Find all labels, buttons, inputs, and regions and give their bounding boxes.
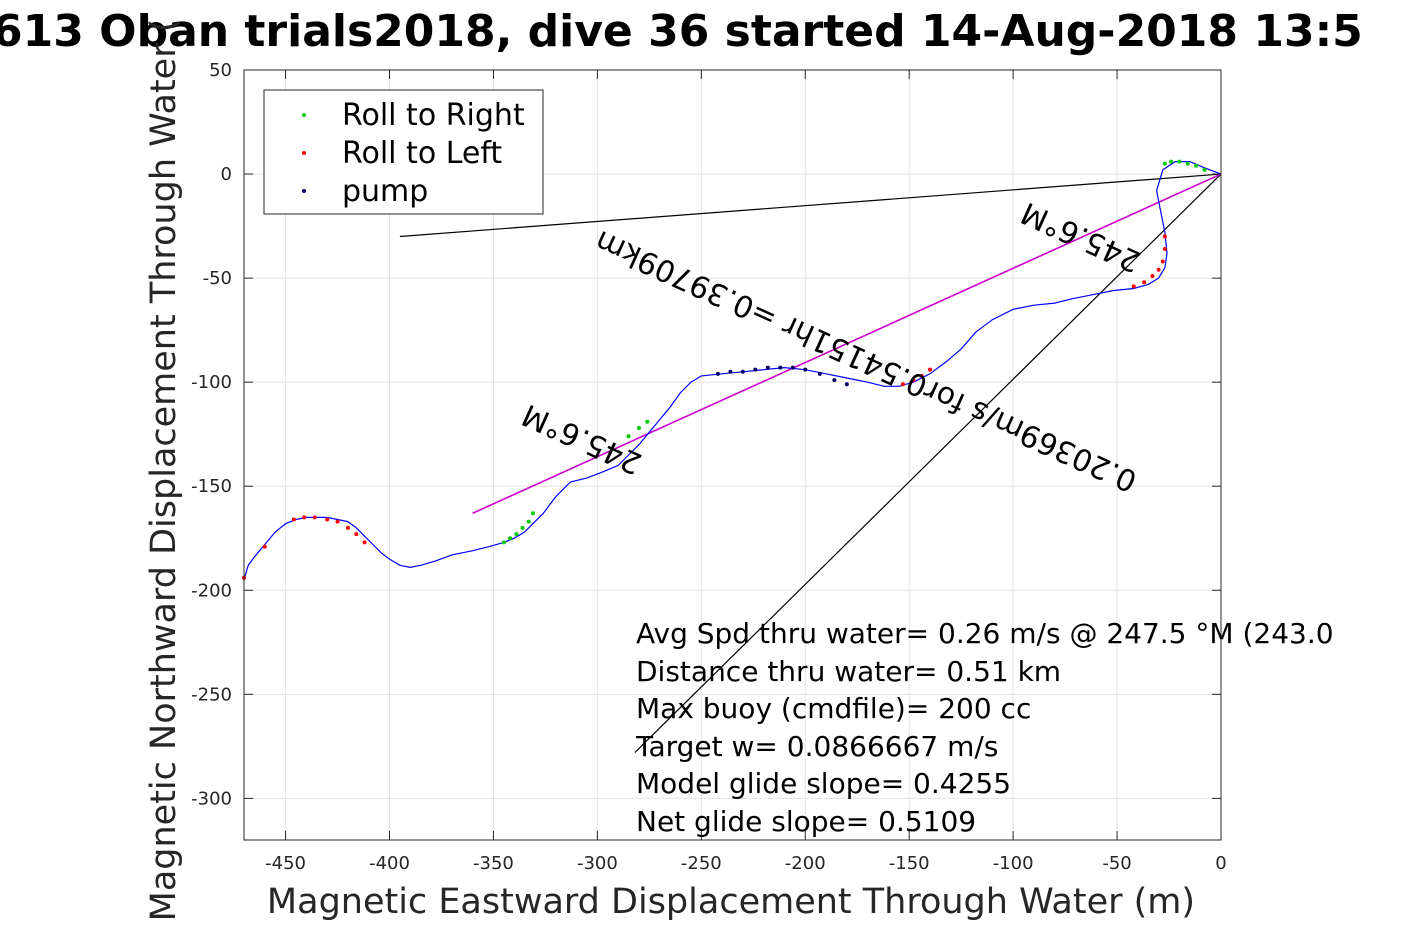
roll-left-point <box>1162 234 1167 239</box>
y-tick-label: -100 <box>191 372 232 393</box>
roll-left-point <box>335 519 340 524</box>
roll-right-point <box>1162 161 1167 166</box>
roll-right-point <box>514 532 519 537</box>
ticks: -450 -400 -350 -300 -250 -200 -150 -100 -50 0 50 0 -… <box>191 60 1227 874</box>
roll-right-point <box>645 419 650 424</box>
roll-left-point <box>354 532 359 537</box>
roll-left-point <box>927 367 932 372</box>
pump-point <box>728 369 733 374</box>
y-tick-label: -50 <box>203 268 232 289</box>
legend-label-roll-right: Roll to Right <box>342 98 525 133</box>
x-tick-label: -200 <box>785 853 826 874</box>
legend-box <box>263 89 544 215</box>
pump-point <box>765 365 770 370</box>
x-tick-label: -300 <box>577 853 618 874</box>
legend-label-roll-left: Roll to Left <box>342 136 502 171</box>
pump-point <box>740 369 745 374</box>
roll-left-point <box>1131 284 1136 289</box>
y-tick-label: -200 <box>191 580 232 601</box>
x-tick-label: -50 <box>1102 853 1131 874</box>
x-tick-label: -250 <box>681 853 722 874</box>
legend-marker-roll-left <box>302 151 306 155</box>
roll-right-point <box>501 540 506 545</box>
x-tick-label: -100 <box>993 853 1034 874</box>
x-tick-label: -350 <box>473 853 514 874</box>
roll-left-point <box>325 517 330 522</box>
legend-marker-roll-right <box>302 113 306 117</box>
y-tick-label: -250 <box>191 684 232 705</box>
pump-point <box>817 371 822 376</box>
pump-point <box>778 365 783 370</box>
chart-title: 613 Oban trials2018, dive 36 started 14-… <box>0 6 1363 57</box>
heading-line <box>399 173 1222 238</box>
annotation-model-glide: Model glide slope= 0.4255 <box>636 767 1011 800</box>
roll-left-point <box>362 540 367 545</box>
roll-left-point <box>900 382 905 387</box>
roll-left-point <box>1156 267 1161 272</box>
pump-point <box>803 367 808 372</box>
annotation-net-glide: Net glide slope= 0.5109 <box>636 805 976 838</box>
pump-point <box>753 367 758 372</box>
pump-point <box>844 382 849 387</box>
y-tick-label: -150 <box>191 476 232 497</box>
roll-right-point <box>636 425 641 430</box>
pump-point <box>832 378 837 383</box>
x-axis-label: Magnetic Eastward Displacement Through W… <box>267 882 1195 922</box>
y-tick-label: 50 <box>209 60 232 81</box>
roll-left-point <box>919 373 924 378</box>
legend-label-pump: pump <box>342 174 428 209</box>
legend-marker-pump <box>302 189 306 193</box>
roll-right-point <box>508 536 513 541</box>
y-tick-label: -300 <box>191 788 232 809</box>
roll-left-point <box>312 515 317 520</box>
y-axis-label: Magnetic Northward Displacement Through … <box>144 19 184 922</box>
roll-left-point <box>262 544 267 549</box>
roll-left-point <box>1160 259 1165 264</box>
x-tick-label: -450 <box>265 853 306 874</box>
net-track-line <box>472 173 1222 514</box>
roll-right-point <box>530 511 535 516</box>
pump-point <box>790 365 795 370</box>
roll-left-point <box>911 378 916 383</box>
roll-left-point <box>1150 274 1155 279</box>
y-tick-label: 0 <box>221 164 232 185</box>
axes-box <box>243 69 1222 841</box>
pump-point <box>715 371 720 376</box>
plot-lines <box>243 161 1222 754</box>
x-tick-label: -400 <box>369 853 410 874</box>
x-tick-label: 0 <box>1215 853 1226 874</box>
heading-line-2 <box>634 173 1222 754</box>
roll-right-point <box>626 434 631 439</box>
roll-right-point <box>1202 167 1207 172</box>
roll-left-point <box>1142 280 1147 285</box>
annotation-block: Avg Spd thru water= 0.26 m/s @ 247.5 °M … <box>635 617 1334 838</box>
roll-right-point <box>526 519 531 524</box>
roll-left-point <box>302 515 307 520</box>
track-line <box>243 161 1222 581</box>
annotation-max-buoy: Max buoy (cmdfile)= 200 cc <box>636 692 1031 725</box>
roll-left-point <box>291 517 296 522</box>
roll-right-point <box>1177 159 1182 164</box>
roll-left-point <box>345 525 350 530</box>
roll-right-point <box>1169 159 1174 164</box>
x-tick-label: -150 <box>889 853 930 874</box>
annotation-distance: Distance thru water= 0.51 km <box>636 655 1061 688</box>
legend: Roll to Right Roll to Left pump <box>263 89 544 215</box>
annotation-target-w: Target w= 0.0866667 m/s <box>635 730 998 763</box>
roll-right-point <box>1185 161 1190 166</box>
markers <box>242 159 1207 580</box>
roll-left-point <box>1162 246 1167 251</box>
annotation-avg-speed: Avg Spd thru water= 0.26 m/s @ 247.5 °M … <box>636 617 1334 650</box>
roll-right-point <box>1194 163 1199 168</box>
roll-right-point <box>520 525 525 530</box>
